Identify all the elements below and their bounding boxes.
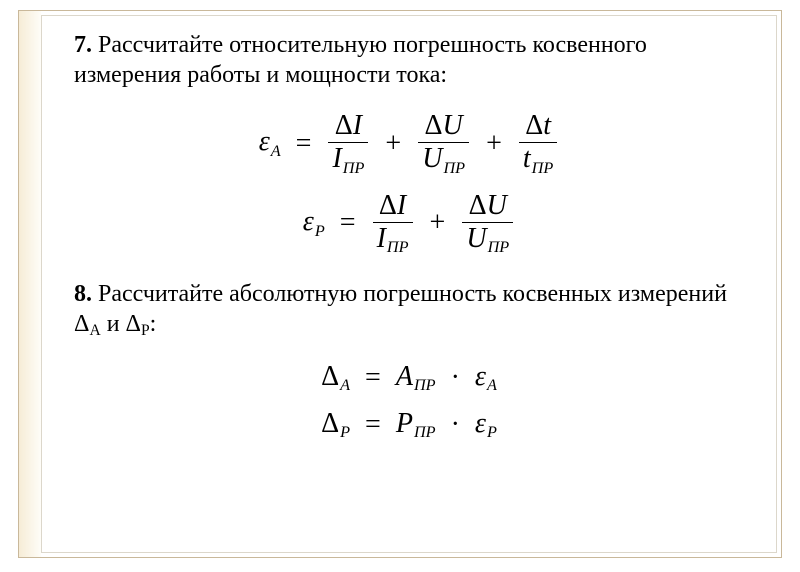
item-8-text-a: Рассчитайте абсолютную погрешность косве… (74, 281, 727, 337)
i-sym-den-2: I (377, 223, 386, 254)
item-8-paragraph: 8. Рассчитайте абсолютную погрешность ко… (74, 279, 744, 340)
item-8-and: и Δ (101, 311, 141, 337)
item-8-sub-p: P (141, 322, 150, 339)
sub-a-3: A (486, 376, 497, 394)
frac-di-ipr: ΔI IПР (326, 110, 370, 178)
eps-symbol-4: ε (475, 408, 486, 439)
sub-p-2: P (339, 423, 350, 441)
eps-symbol: ε (259, 126, 270, 157)
i-sym-den: I (332, 143, 341, 174)
big-delta-2: Δ (321, 408, 339, 439)
equals-op-4: = (357, 409, 389, 441)
delta-sym-2: Δ (425, 110, 443, 141)
equation-epsilon-a: εA = ΔI IПР + ΔU UПР + Δt tПР (259, 110, 560, 178)
t-sym-den: t (523, 143, 531, 174)
equals-op: = (288, 128, 320, 160)
pr-sub-5: ПР (487, 238, 510, 256)
frac-du-upr: ΔU UПР (416, 110, 471, 178)
u-sym: U (443, 110, 463, 141)
slide-frame-outer: 7. Рассчитайте относительную погрешность… (18, 10, 782, 558)
formula-block-1: εA = ΔI IПР + ΔU UПР + Δt tПР εP (74, 104, 744, 263)
plus-op-3: + (422, 207, 454, 239)
u-sym-den-2: U (466, 223, 486, 254)
delta-sym-5: Δ (469, 190, 487, 221)
eps-symbol-3: ε (475, 361, 486, 392)
item-7-number: 7. (74, 32, 92, 58)
item-8-number: 8. (74, 281, 92, 307)
t-sym: t (543, 110, 551, 141)
eps-symbol-2: ε (303, 206, 314, 237)
plus-op-2: + (478, 128, 510, 160)
formula-block-2: ΔA = AПР · εA ΔP = PПР · εP (74, 354, 744, 448)
big-delta-1: Δ (321, 361, 339, 392)
sub-a-2: A (339, 376, 350, 394)
i-sym-2: I (397, 190, 406, 221)
pr-sub-7: ПР (413, 423, 436, 441)
u-sym-den: U (422, 143, 442, 174)
sub-p-3: P (486, 423, 497, 441)
item-7-text: Рассчитайте относительную погрешность ко… (74, 32, 647, 88)
equals-op-2: = (332, 207, 364, 239)
frac-di-ipr-2: ΔI IПР (371, 190, 415, 258)
item-8-colon: : (150, 311, 157, 337)
plus-op: + (377, 128, 409, 160)
delta-sym-3: Δ (525, 110, 543, 141)
item-7-paragraph: 7. Рассчитайте относительную погрешность… (74, 30, 744, 90)
delta-sym-4: Δ (379, 190, 397, 221)
i-sym: I (353, 110, 362, 141)
delta-sym: Δ (335, 110, 353, 141)
equation-epsilon-p: εP = ΔI IПР + ΔU UПР (303, 190, 515, 258)
a-sym: A (396, 361, 413, 392)
sub-p: P (314, 222, 325, 240)
pr-sub-4: ПР (386, 238, 409, 256)
sub-a: A (270, 142, 281, 160)
item-8-sub-a: A (89, 322, 100, 339)
dot-op-1: · (443, 362, 468, 394)
pr-sub-2: ПР (442, 159, 465, 177)
equation-delta-p: ΔP = PПР · εP (321, 407, 497, 442)
frac-dt-tpr: Δt tПР (517, 110, 559, 178)
dot-op-2: · (443, 409, 468, 441)
p-sym: P (396, 408, 413, 439)
u-sym-2: U (487, 190, 507, 221)
pr-sub-6: ПР (413, 376, 436, 394)
equals-op-3: = (357, 362, 389, 394)
equation-delta-a: ΔA = AПР · εA (321, 360, 497, 395)
pr-sub-3: ПР (531, 159, 554, 177)
slide-frame-inner: 7. Рассчитайте относительную погрешность… (41, 15, 777, 553)
pr-sub: ПР (342, 159, 365, 177)
frac-du-upr-2: ΔU UПР (460, 190, 515, 258)
